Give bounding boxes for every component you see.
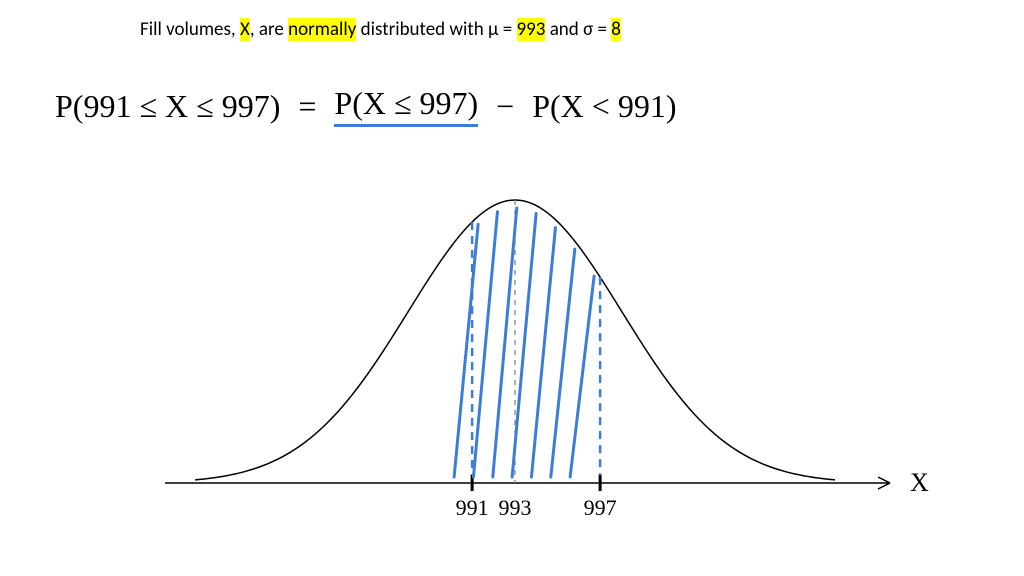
probability-equation: P(991 ≤ X ≤ 997) = P(X ≤ 997) − P(X < 99… <box>55 85 676 127</box>
rhs-term1: P(X ≤ 997) <box>334 85 478 127</box>
text-mid2: distributed with μ = <box>356 18 516 41</box>
mu-value: 993 <box>517 18 546 41</box>
tick-label: 991 <box>456 495 489 520</box>
sigma-value: 8 <box>611 18 621 41</box>
tick-label: 993 <box>499 495 532 520</box>
lhs: P(991 ≤ X ≤ 997) <box>55 88 280 125</box>
tick-label: 997 <box>584 495 617 520</box>
rhs-term2: P(X < 991) <box>532 88 676 125</box>
x-axis-label: X <box>910 468 929 497</box>
text-normally: normally <box>288 18 356 41</box>
text-prefix: Fill volumes, <box>140 18 240 41</box>
normal-curve-diagram: X991993997 <box>140 165 890 555</box>
text-mid1: , are <box>250 18 288 41</box>
var-x: X <box>240 18 250 41</box>
text-mid3: and σ = <box>545 18 611 41</box>
minus-sign: − <box>496 88 514 125</box>
shaded-region <box>454 208 594 477</box>
bell-curve-svg: X991993997 <box>140 165 890 545</box>
problem-statement: Fill volumes, X, are normally distribute… <box>140 18 621 41</box>
equals-sign: = <box>298 88 316 125</box>
